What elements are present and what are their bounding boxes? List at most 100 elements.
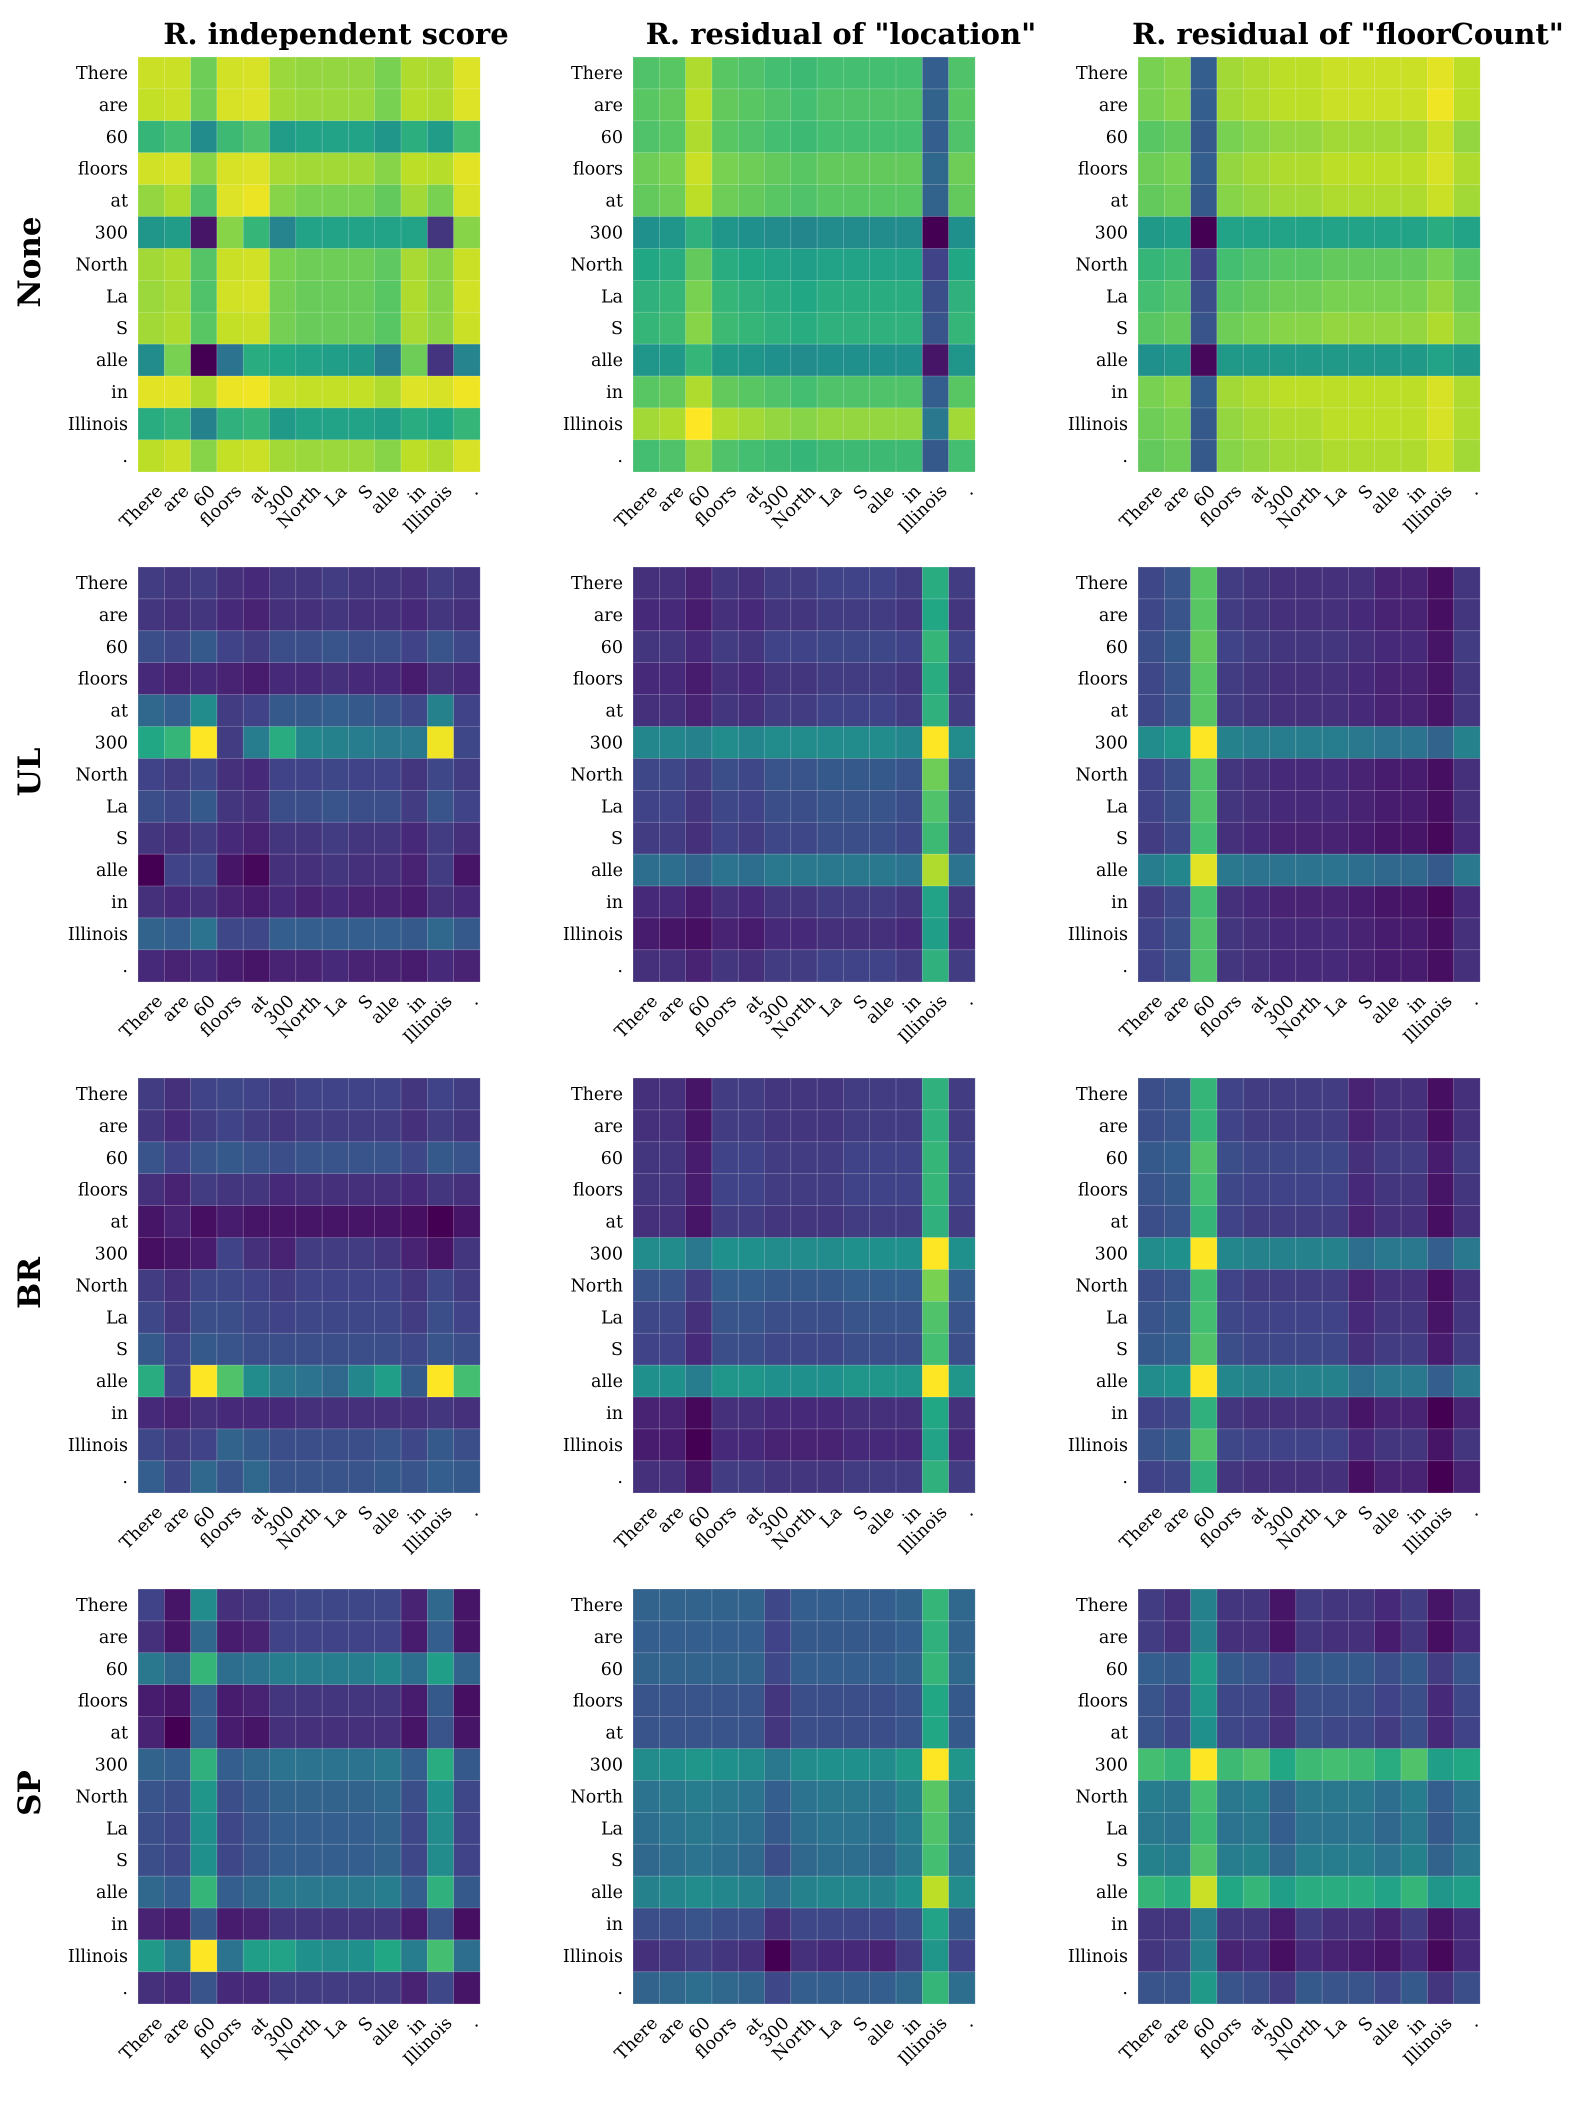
heatmap-cell-there-60	[685, 566, 713, 600]
heatmap-cell-floors-there	[137, 1173, 165, 1207]
y-tick-label: Illinois	[68, 925, 128, 945]
heatmap-cell-there-illinois	[921, 56, 950, 90]
heatmap-cell-floors-60	[190, 152, 218, 186]
heatmap-cell-there-in	[895, 1077, 923, 1111]
heatmap-cell-north-at	[737, 248, 766, 281]
heatmap-cell-alle-there	[632, 1875, 660, 1909]
heatmap-cell-are-are	[164, 1109, 192, 1143]
y-tick-label: alle	[96, 861, 128, 881]
heatmap-cell-illinois-in	[895, 1428, 923, 1462]
heatmap-cell-illinois-there	[137, 407, 165, 441]
y-tick-label: 60	[601, 128, 623, 148]
heatmap-cell-s-la	[816, 821, 844, 855]
heatmap-cell-300-are	[658, 1748, 687, 1782]
x-tick-label: La	[817, 992, 847, 1022]
heatmap-cell-are-300	[269, 1620, 297, 1654]
heatmap-cell-are-alle	[374, 88, 402, 122]
heatmap-cell-alle-la	[321, 853, 350, 887]
heatmap-cell-there-floors	[711, 566, 739, 600]
heatmap-cell-300-period	[453, 216, 481, 250]
heatmap-cell-illinois-in	[895, 917, 923, 951]
heatmap-cell-period-are	[164, 1971, 192, 2005]
heatmap-cell-at-floors	[711, 694, 739, 728]
x-tick-label: are	[654, 482, 689, 517]
heatmap-cell-in-floors	[216, 1396, 244, 1430]
heatmap-cell-illinois-period	[1453, 1428, 1481, 1462]
heatmap-cell-s-in	[1400, 821, 1428, 855]
heatmap-cell-floors-300	[1269, 152, 1297, 186]
heatmap-cell-alle-300	[269, 1875, 297, 1909]
heatmap-cell-there-period	[948, 56, 976, 90]
heatmap-cell-north-floors	[216, 758, 244, 791]
heatmap-cell-period-are	[1164, 949, 1192, 983]
heatmap-cell-300-300	[764, 1748, 792, 1782]
heatmap-cell-la-60	[685, 1301, 713, 1334]
heatmap-cell-s-north	[1295, 821, 1323, 855]
heatmap-cell-300-there	[137, 216, 165, 250]
heatmap-cell-at-alle	[374, 694, 402, 728]
heatmap-cell-there-are	[658, 566, 687, 600]
x-tick-label: There	[1116, 2014, 1167, 2065]
heatmap-cell-60-s	[843, 630, 871, 664]
heatmap-cell-300-illinois	[426, 726, 455, 760]
heatmap-cell-at-period	[948, 694, 976, 728]
column-title-independent-score: R. independent score	[163, 17, 508, 51]
heatmap-cell-60-in	[895, 1652, 923, 1686]
y-tick-label: floors	[1078, 670, 1128, 690]
heatmap-cell-300-period	[1453, 726, 1481, 760]
heatmap-cell-floors-300	[764, 662, 792, 696]
heatmap-cell-60-there	[632, 1652, 660, 1686]
heatmap-cell-period-are	[164, 1460, 192, 1494]
heatmap-cell-alle-300	[269, 1364, 297, 1398]
heatmap-cell-illinois-are	[1164, 1939, 1192, 1973]
heatmap-cell-floors-there	[632, 1173, 660, 1207]
heatmap-cell-illinois-la	[1321, 917, 1349, 951]
heatmap-cell-north-alle	[1374, 758, 1402, 791]
heatmap-cell-are-there	[632, 1620, 660, 1654]
heatmap-cell-at-in	[1400, 184, 1428, 218]
heatmap-cell-in-north	[790, 1907, 818, 1941]
heatmap-cell-illinois-at	[1242, 1939, 1271, 1973]
heatmap-cell-illinois-300	[269, 1939, 297, 1973]
heatmap-cell-there-la	[816, 56, 844, 90]
y-tick-label: .	[617, 957, 623, 977]
heatmap-cell-300-300	[269, 1237, 297, 1271]
heatmap-cell-north-in	[400, 1780, 428, 1813]
y-tick-label: 60	[1106, 1660, 1128, 1680]
heatmap-cell-in-period	[1453, 885, 1481, 919]
y-tick-label: in	[1111, 1915, 1128, 1935]
heatmap-cell-north-at	[1242, 758, 1271, 791]
heatmap-cell-period-floors	[1216, 949, 1244, 983]
heatmap-cell-60-alle	[869, 120, 897, 154]
heatmap-cell-floors-north	[790, 1173, 818, 1207]
heatmap-cell-there-period	[948, 1077, 976, 1111]
heatmap-cell-are-north	[295, 1620, 323, 1654]
heatmap-cell-in-300	[269, 1907, 297, 1941]
heatmap-cell-alle-60	[190, 343, 218, 377]
heatmap-cell-floors-are	[164, 662, 192, 696]
heatmap-cell-are-s	[348, 88, 376, 122]
heatmap-cell-alle-in	[1400, 1875, 1428, 1909]
heatmap-cell-at-illinois	[426, 1716, 455, 1750]
heatmap-cell-at-there	[1137, 694, 1165, 728]
heatmap-cell-la-s	[1348, 1301, 1376, 1334]
heatmap-cell-are-period	[948, 88, 976, 122]
heatmap-cell-in-period	[1453, 375, 1481, 409]
heatmap-cell-floors-are	[1164, 152, 1192, 186]
y-tick-label: S	[116, 1340, 128, 1360]
heatmap-cell-floors-60	[1190, 1173, 1218, 1207]
heatmap-cell-period-period	[948, 439, 976, 473]
heatmap-cell-north-60	[1190, 1780, 1218, 1813]
heatmap-cell-alle-are	[164, 853, 192, 887]
x-tick-label: La	[1322, 482, 1352, 512]
heatmap-cell-there-are	[164, 1077, 192, 1111]
heatmap-cell-north-60	[190, 758, 218, 791]
row-label-br: BR	[12, 1257, 48, 1309]
heatmap-cell-la-north	[1295, 279, 1323, 313]
heatmap-cell-period-s	[348, 1460, 376, 1494]
heatmap-cell-300-there	[632, 216, 660, 250]
heatmap-cell-60-are	[164, 1141, 192, 1175]
heatmap-cell-at-period	[453, 1716, 481, 1750]
heatmap-cell-there-in	[400, 1588, 428, 1622]
heatmap-cell-floors-period	[1453, 152, 1481, 186]
